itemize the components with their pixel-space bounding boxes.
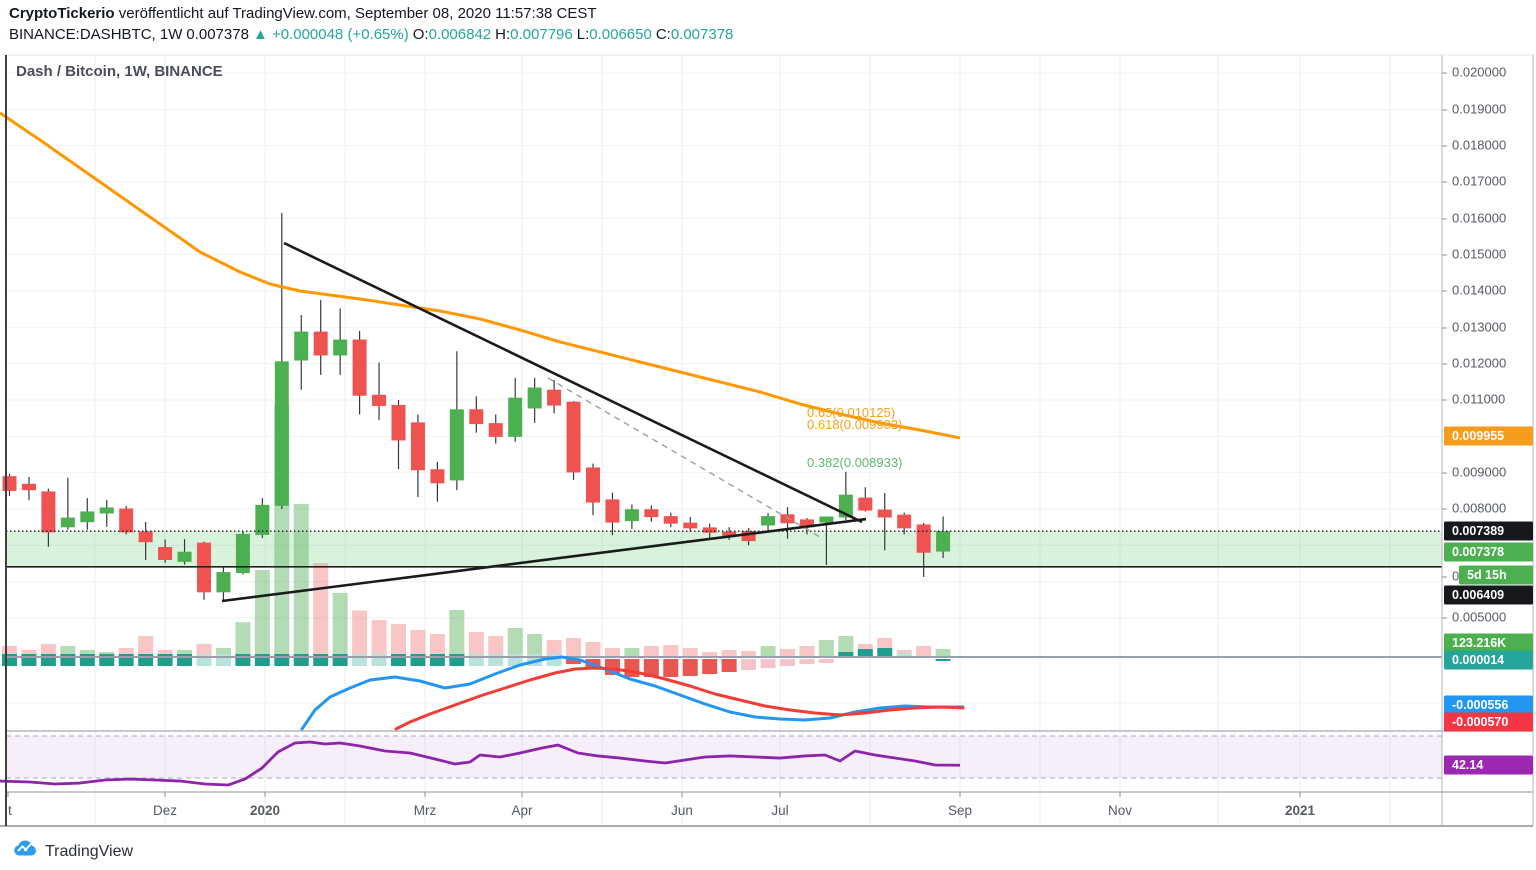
price-badge-value: 0.009955 <box>1452 429 1504 443</box>
open-value: 0.006842 <box>428 26 492 43</box>
tradingview-cloud-icon <box>12 837 38 866</box>
price-axis-badge <box>1444 695 1533 715</box>
publish-info: veröffentlicht auf TradingView.com, Sept… <box>114 5 597 22</box>
brand-text: TradingView <box>45 842 134 860</box>
publisher-name: CryptoTickerio <box>9 5 115 22</box>
price-axis-label: 0.012000 <box>1452 355 1506 370</box>
publish-header: CryptoTickerio veröffentlicht auf Tradin… <box>9 5 597 22</box>
low-label: L: <box>576 26 590 43</box>
candlestick-series <box>2 212 951 601</box>
price-axis-badge <box>1444 650 1533 670</box>
rsi-line <box>0 740 961 787</box>
price-axis-label: 0.009000 <box>1452 464 1506 479</box>
tradingview-logo[interactable]: TradingView <box>12 837 133 866</box>
time-axis[interactable]: t Dez 2020 Mrz Apr Jun Jul Sep Nov 2021 <box>7 792 1316 818</box>
last-price: 0.007378 <box>186 26 249 43</box>
price-axis-badge <box>1444 521 1533 541</box>
price-badge-value: 0.006409 <box>1452 588 1504 602</box>
price-badge-value: 0.007389 <box>1452 524 1504 538</box>
chart-title: Dash / Bitcoin, 1W, BINANCE <box>16 63 223 80</box>
time-axis-label: Jul <box>771 803 788 818</box>
price-axis-label: 0.017000 <box>1452 173 1506 188</box>
price-axis-label: 0.011000 <box>1452 391 1505 406</box>
moving-average-line <box>0 111 961 440</box>
price-axis-badge <box>1444 755 1533 775</box>
close-label: C: <box>655 26 671 43</box>
high-value: 0.007796 <box>510 26 573 43</box>
price-badge-value: 0.007378 <box>1452 545 1504 559</box>
price-badge-value: 5d 15h <box>1467 568 1507 582</box>
price-axis-label: 0.018000 <box>1452 137 1506 152</box>
time-axis-label: Nov <box>1108 803 1132 818</box>
price-badge-value: 0.000014 <box>1452 653 1504 667</box>
trendlines <box>221 241 867 603</box>
time-axis-label: Sep <box>948 803 972 818</box>
high-label: H: <box>495 26 511 43</box>
time-axis-label: Jun <box>671 803 693 818</box>
price-axis-badge <box>1444 542 1533 562</box>
price-axis-badge <box>1459 565 1533 585</box>
price-axis-label: 0.016000 <box>1452 210 1506 225</box>
price-badge-value: -0.000556 <box>1452 698 1508 712</box>
price-axis-badge <box>1444 633 1533 653</box>
fib-level-label: 0.618(0.009983) <box>807 417 902 432</box>
price-change: ▲ +0.000048 (+0.65%) <box>252 26 409 43</box>
open-label: O: <box>412 26 429 43</box>
price-axis-label: 0.013000 <box>1452 319 1506 334</box>
price-axis-badge <box>1444 426 1533 446</box>
price-axis-badge <box>1444 585 1533 605</box>
low-value: 0.006650 <box>589 26 652 43</box>
time-axis-label: 2020 <box>250 803 280 818</box>
grid-lines <box>6 55 1442 826</box>
time-axis-label: Mrz <box>414 803 437 818</box>
pane-frame <box>0 54 1534 827</box>
fib-level-label: 0.65(0.010125) <box>807 405 895 420</box>
rsi-pane <box>0 735 1442 787</box>
price-badge-value: 42.14 <box>1452 758 1483 772</box>
price-axis-label: 0.015000 <box>1452 246 1506 261</box>
price-axis[interactable]: 0.020000 0.019000 0.018000 0.017000 0.016000… <box>1442 64 1533 775</box>
price-axis-label: 0.019000 <box>1452 101 1506 116</box>
price-axis-badge <box>1444 712 1533 732</box>
symbol-name[interactable]: BINANCE:DASHBTC, 1W <box>9 26 183 43</box>
price-axis-label: 0 <box>1452 568 1459 583</box>
close-value: 0.007378 <box>670 26 734 43</box>
price-badge-value: 123.216K <box>1452 636 1506 650</box>
price-axis-label: 0.020000 <box>1452 64 1506 79</box>
price-axis-label: 0.014000 <box>1452 282 1506 297</box>
time-axis-label: Apr <box>511 803 533 818</box>
price-badge-value: -0.000570 <box>1452 715 1508 729</box>
fib-level-label: 0.382(0.008933) <box>807 455 902 470</box>
price-axis-label: 0.008000 <box>1452 500 1506 515</box>
time-axis-label: t <box>8 803 12 818</box>
fib-labels: 0.65(0.010125)0.618(0.009983) 0.382(0.008… <box>807 405 902 470</box>
price-axis-label: 0.005000 <box>1452 609 1506 624</box>
time-axis-label: Dez <box>153 803 177 818</box>
time-axis-label: 2021 <box>1285 803 1316 818</box>
oscillator-red-line <box>394 666 965 731</box>
symbol-header: BINANCE:DASHBTC, 1W 0.007378 ▲ +0.000048 (… <box>9 26 737 43</box>
